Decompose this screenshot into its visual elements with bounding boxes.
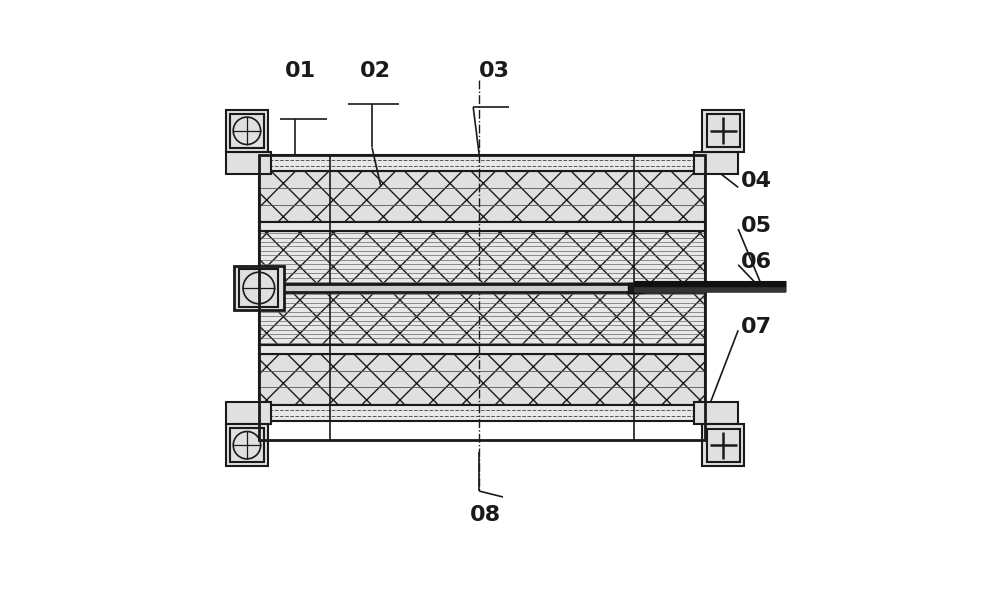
Bar (702, 424, 744, 466)
Text: 02: 02 (359, 61, 390, 81)
Bar (226, 110, 268, 151)
Bar (259, 404, 705, 421)
Bar (707, 114, 740, 147)
Bar (234, 266, 284, 310)
Bar (259, 354, 705, 404)
Bar (226, 151, 271, 174)
Bar (702, 110, 744, 151)
Text: 06: 06 (741, 252, 772, 272)
Text: 03: 03 (479, 61, 510, 81)
Bar (259, 222, 705, 231)
Bar (230, 114, 264, 148)
Text: 05: 05 (741, 216, 772, 236)
Bar (694, 401, 738, 424)
Bar (259, 345, 705, 354)
Bar (259, 154, 705, 441)
Bar (239, 269, 278, 307)
Bar (694, 151, 738, 174)
Bar (259, 231, 705, 284)
Text: 01: 01 (285, 61, 316, 81)
Bar (628, 283, 643, 293)
Bar (226, 401, 271, 424)
Bar (259, 284, 705, 291)
Text: 04: 04 (741, 171, 772, 191)
Bar (707, 429, 740, 462)
Bar (230, 428, 264, 462)
Bar (259, 154, 705, 171)
Text: 07: 07 (741, 317, 772, 337)
Bar (259, 171, 705, 222)
Text: 08: 08 (470, 505, 501, 525)
Bar (259, 291, 705, 345)
Bar (226, 424, 268, 466)
